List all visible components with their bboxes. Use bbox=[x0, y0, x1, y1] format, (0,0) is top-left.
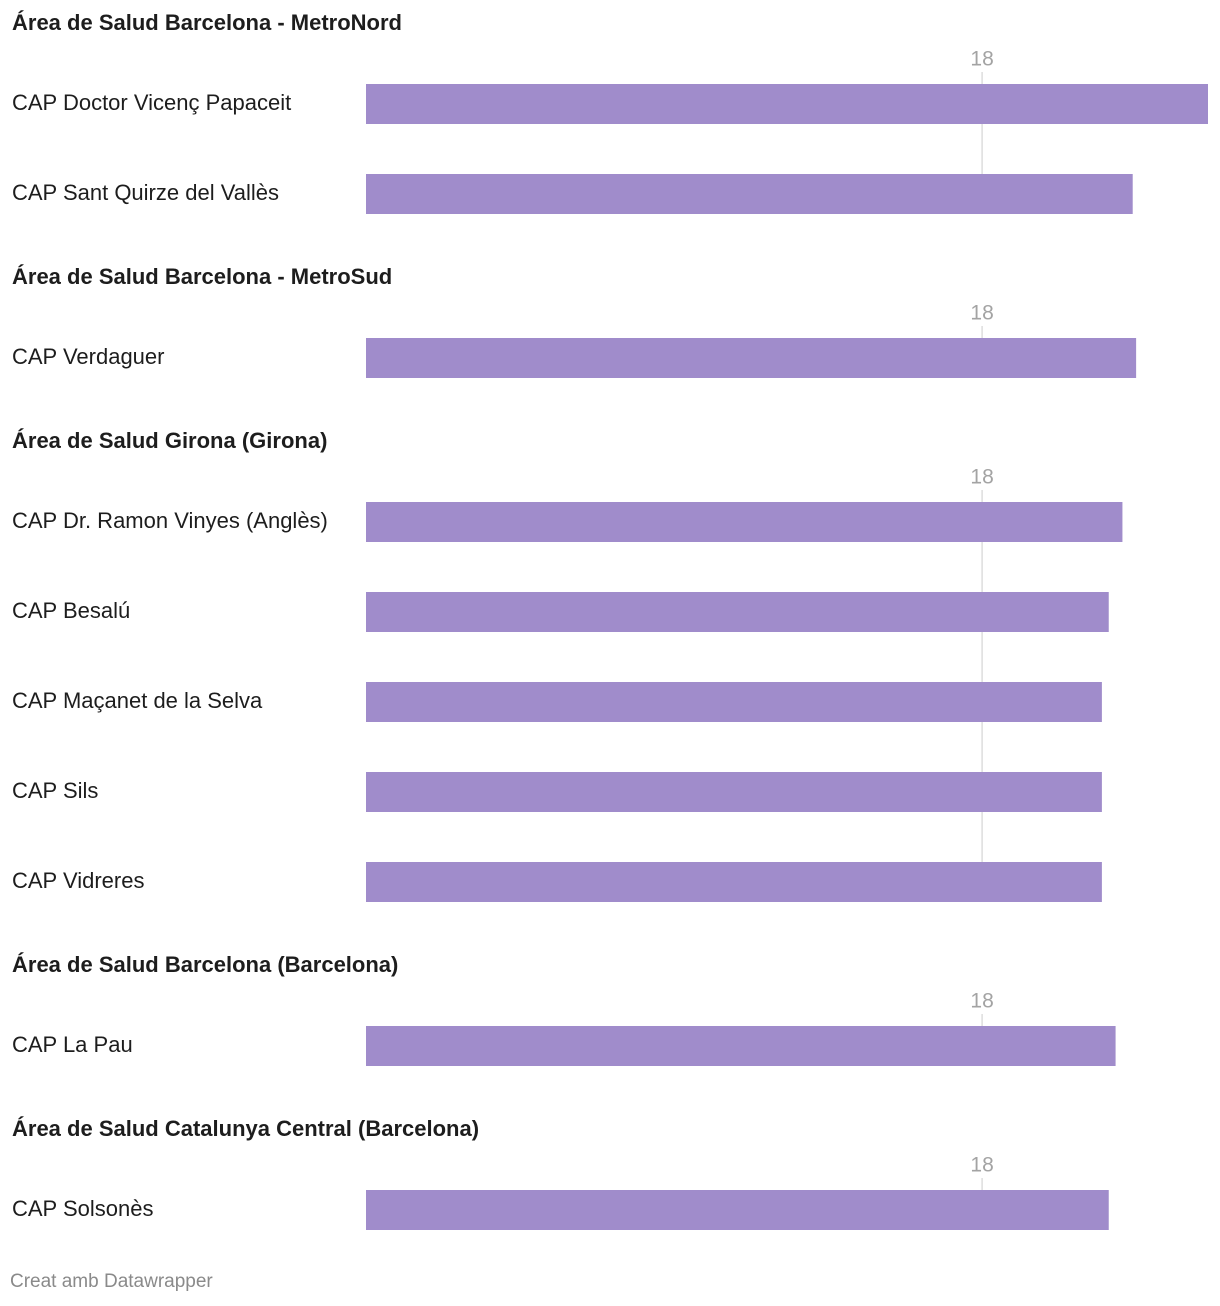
x-tick-label: 18 bbox=[970, 302, 993, 325]
category-label: CAP Vidreres bbox=[12, 868, 144, 893]
category-label: CAP Sant Quirze del Vallès bbox=[12, 180, 279, 205]
x-tick-label: 18 bbox=[970, 466, 993, 489]
category-label: CAP Solsonès bbox=[12, 1196, 153, 1221]
category-label: CAP Doctor Vicenç Papaceit bbox=[12, 90, 291, 115]
credit: Creat amb Datawrapper bbox=[10, 1271, 213, 1292]
bar bbox=[366, 1190, 1109, 1230]
panel-title: Área de Salud Girona (Girona) bbox=[12, 428, 327, 453]
category-label: CAP Verdaguer bbox=[12, 344, 164, 369]
bar bbox=[366, 682, 1102, 722]
bar bbox=[366, 772, 1102, 812]
panel-title: Área de Salud Barcelona (Barcelona) bbox=[12, 952, 398, 977]
bar bbox=[366, 502, 1123, 542]
panel-title: Área de Salud Barcelona - MetroNord bbox=[12, 10, 402, 35]
category-label: CAP La Pau bbox=[12, 1032, 133, 1057]
x-tick-label: 18 bbox=[970, 1154, 993, 1177]
bar bbox=[366, 592, 1109, 632]
bar bbox=[366, 174, 1133, 214]
x-tick-label: 18 bbox=[970, 48, 993, 71]
panel-title: Área de Salud Catalunya Central (Barcelo… bbox=[12, 1116, 479, 1141]
bar bbox=[366, 862, 1102, 902]
category-label: CAP Dr. Ramon Vinyes (Anglès) bbox=[12, 508, 328, 533]
panel-title: Área de Salud Barcelona - MetroSud bbox=[12, 264, 392, 289]
category-label: CAP Besalú bbox=[12, 598, 130, 623]
bar bbox=[366, 338, 1137, 378]
category-label: CAP Sils bbox=[12, 778, 98, 803]
bar bbox=[366, 84, 1208, 124]
x-tick-label: 18 bbox=[970, 990, 993, 1013]
bar bbox=[366, 1026, 1116, 1066]
category-label: CAP Maçanet de la Selva bbox=[12, 688, 263, 713]
